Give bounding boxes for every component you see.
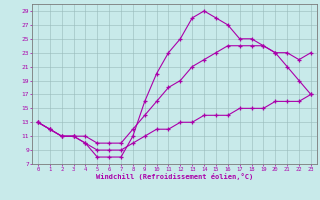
X-axis label: Windchill (Refroidissement éolien,°C): Windchill (Refroidissement éolien,°C) (96, 173, 253, 180)
